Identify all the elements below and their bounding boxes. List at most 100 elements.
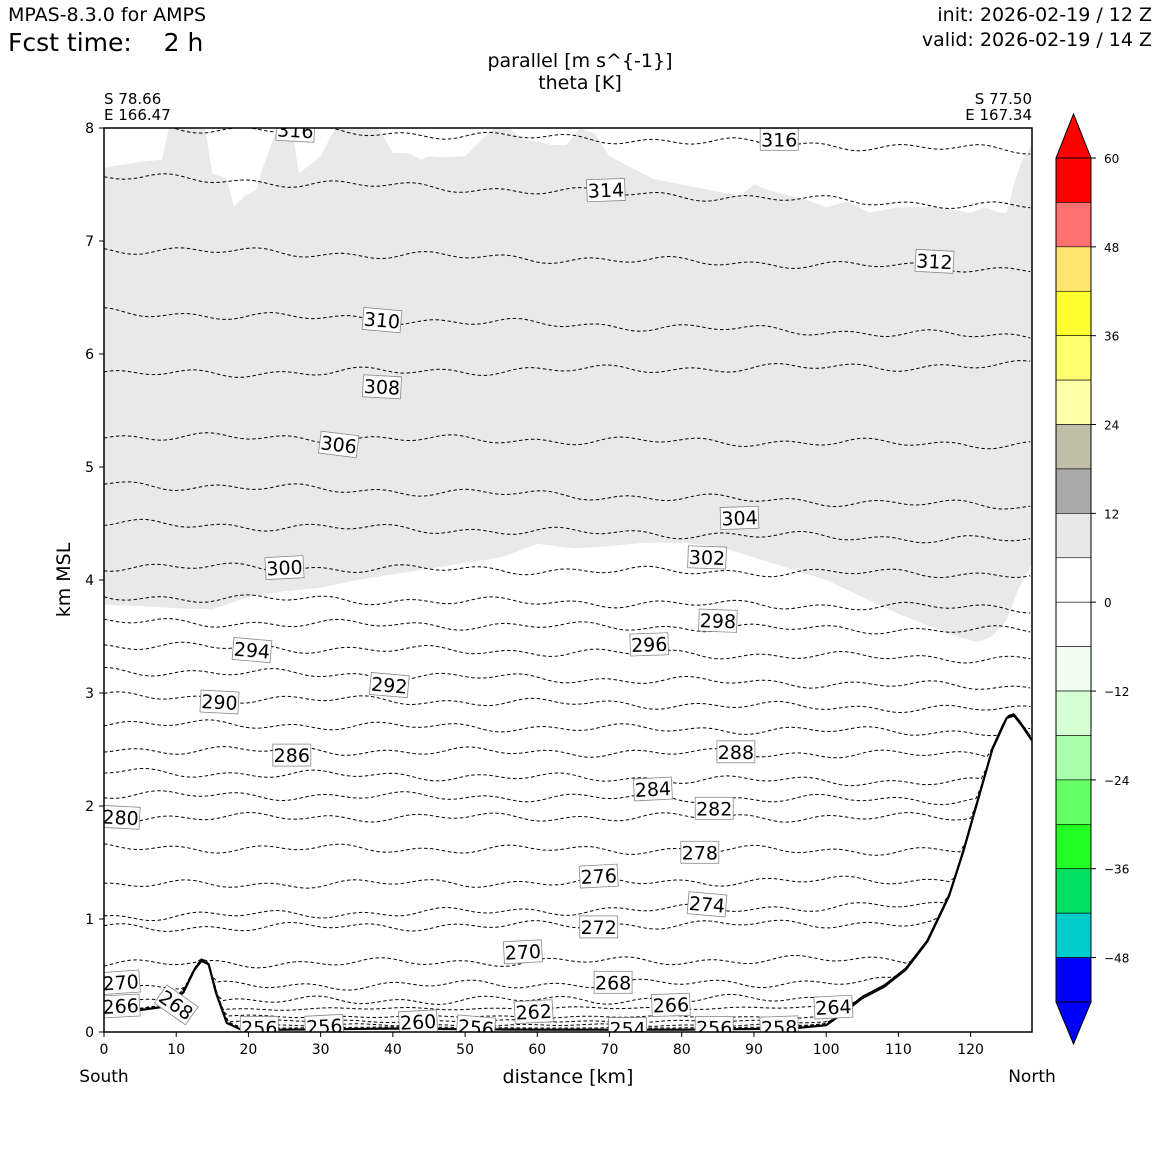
theta-label-306: 306 [318,430,360,459]
theta-label-256: 256 [694,1016,734,1032]
theta-label-text: 316 [761,129,797,151]
colorbar-bin [1055,779,1092,825]
theta-contour-316 [171,128,1031,155]
theta-label-box [632,776,673,802]
colorbar-bin [1055,912,1092,958]
theta-label-290: 290 [199,689,240,715]
theta-contour-256 [104,713,1031,1029]
colorbar-bin [1055,690,1092,736]
theta-label-300: 300 [264,555,305,581]
theta-label-314: 314 [586,178,626,203]
theta-contour-262 [104,713,1031,1019]
colorbar-bin [1055,824,1092,870]
theta-label-284: 284 [632,776,673,802]
theta-label-box [513,999,554,1025]
theta-contour-266 [104,713,1031,1005]
colorbar-bin [1055,601,1092,647]
colorbar-bin [1055,246,1092,292]
theta-label-266: 266 [651,992,691,1018]
theta-contour-278 [104,713,1031,856]
theta-label-text: 312 [916,250,953,274]
theta-label-text: 310 [363,309,401,334]
theta-label-box [579,915,619,939]
colorbar-bin [1055,868,1092,914]
theta-label-text: 304 [721,507,758,530]
y-tick-label: 3 [85,686,94,702]
x-tick-label: 40 [384,1042,402,1058]
colorbar-tick-label: −36 [1104,863,1129,877]
theta-label-text: 264 [815,996,852,1020]
y-tick-label: 2 [85,799,94,815]
theta-label-text: 290 [201,691,238,715]
colorbar-tick-label: 24 [1104,419,1119,433]
theta-contour-314 [104,173,1031,210]
colorbar-extend-bottom [1055,1001,1092,1046]
theta-contour-268 [104,713,1031,992]
theta-label-274: 274 [686,891,728,918]
y-tick-label: 8 [85,121,94,137]
x-axis-label: distance [km] [503,1066,634,1088]
theta-label-box [398,1009,439,1032]
theta-label-text: 296 [631,634,668,657]
theta-label-268: 268 [153,984,199,1026]
x-tick-label: 0 [100,1042,109,1058]
theta-label-text: 270 [102,971,140,995]
theta-label-box [680,840,720,864]
model-name: MPAS-8.3.0 for AMPS [8,4,207,26]
theta-label-box [813,994,854,1020]
chart-title-line2: theta [K] [538,72,622,94]
theta-label-text: 298 [699,610,736,633]
colorbar-bin [1055,468,1092,514]
theta-contour-290 [104,691,1031,714]
theta-contour-298 [104,594,1031,614]
theta-contour-302 [104,518,1031,544]
theta-label-254: 254 [608,1017,647,1032]
theta-label-box [272,743,312,767]
theta-label-box [304,1013,345,1032]
theta-label-288: 288 [716,740,756,764]
left-end-lon: E 166.47 [104,106,171,124]
theta-contour-308 [104,360,1031,378]
theta-label-282: 282 [694,796,734,820]
theta-label-text: 274 [688,893,726,918]
theta-label-box [608,1017,647,1032]
theta-contour-296 [104,618,1031,635]
x-tick-label: 20 [240,1042,258,1058]
theta-label-box [694,796,734,820]
theta-label-text: 316 [277,119,314,143]
theta-label-278: 278 [680,840,720,864]
theta-label-box [651,992,691,1017]
y-axis-label: km MSL [53,542,75,617]
theta-label-text: 276 [580,865,617,889]
theta-label-text: 256 [306,1015,343,1039]
theta-label-text: 302 [688,547,725,570]
theta-label-box [698,608,738,633]
theta-contour-260 [104,713,1031,1024]
theta-label-box [275,128,316,143]
theta-label-text: 270 [504,941,541,965]
colorbar-bin [1055,202,1092,248]
theta-contour-300 [104,562,1031,579]
theta-label-box [687,545,727,570]
theta-label-316: 316 [759,128,799,151]
theta-label-box [153,984,199,1026]
theta-label-box [586,178,626,203]
colorbar-tick-label: 60 [1104,152,1119,166]
theta-label-box [716,740,756,764]
theta-label-266: 266 [104,993,141,1019]
theta-label-304: 304 [719,505,760,531]
theta-label-box [368,672,410,699]
y-tick-label: 1 [85,912,94,928]
theta-label-text: 262 [515,1001,552,1025]
theta-label-268: 268 [593,970,633,994]
theta-label-box [629,632,669,657]
y-tick-label: 0 [85,1025,94,1041]
theta-label-312: 312 [914,248,955,274]
theta-contour-292 [104,666,1031,690]
colorbar-bin [1055,157,1092,203]
terrain-line [104,714,1032,1031]
y-tick-label: 5 [85,460,94,476]
colorbar-tick-label: −24 [1104,774,1129,788]
colorbar: 60 48 36 24 12 0 −12 −24 −36 −48 [1055,112,1129,1046]
